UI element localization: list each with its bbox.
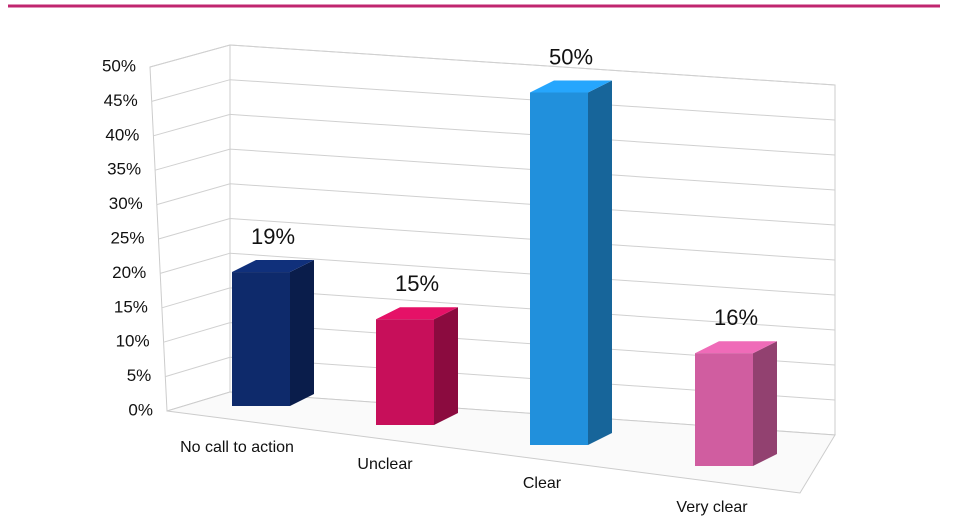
bar [232,272,290,406]
value-label: 15% [395,271,439,296]
y-tick-label: 20% [112,263,146,282]
bar-top [530,80,612,93]
x-tick-label: No call to action [180,439,294,456]
y-tick-label: 10% [116,332,150,351]
x-tick-label: Very clear [676,499,748,516]
x-tick-label: Unclear [357,456,413,473]
y-tick-label: 25% [110,228,144,247]
y-tick-label: 40% [105,125,139,144]
grid-line [151,79,836,121]
grid-line [149,44,836,86]
grid-line [158,217,836,261]
bar [376,319,434,425]
bar-top [232,260,314,273]
x-tick-label: Clear [523,475,562,492]
grid-line [160,252,836,296]
y-tick-label: 50% [102,56,136,75]
grid-line [165,356,836,401]
bar-top [695,341,777,354]
bar-side [290,260,314,406]
bar [530,92,588,445]
y-tick-label: 5% [127,366,152,385]
value-label: 50% [549,44,593,69]
grid-line [154,148,836,191]
y-tick-label: 0% [128,400,153,419]
y-tick-label: 30% [109,194,143,213]
y-tick-label: 15% [114,297,148,316]
bar-top [376,307,458,320]
value-label: 19% [251,224,295,249]
floor [166,391,836,494]
bar-side [753,341,777,466]
grid-line [153,113,836,156]
value-label: 16% [714,305,758,330]
bar [695,353,753,466]
bar-side [434,307,458,425]
y-tick-label: 45% [104,91,138,110]
grid-line [156,183,836,226]
side-wall [149,44,231,412]
grid-line [163,322,836,366]
y-tick-label: 35% [107,160,141,179]
bar-side [588,80,612,445]
grid-line [161,287,836,331]
